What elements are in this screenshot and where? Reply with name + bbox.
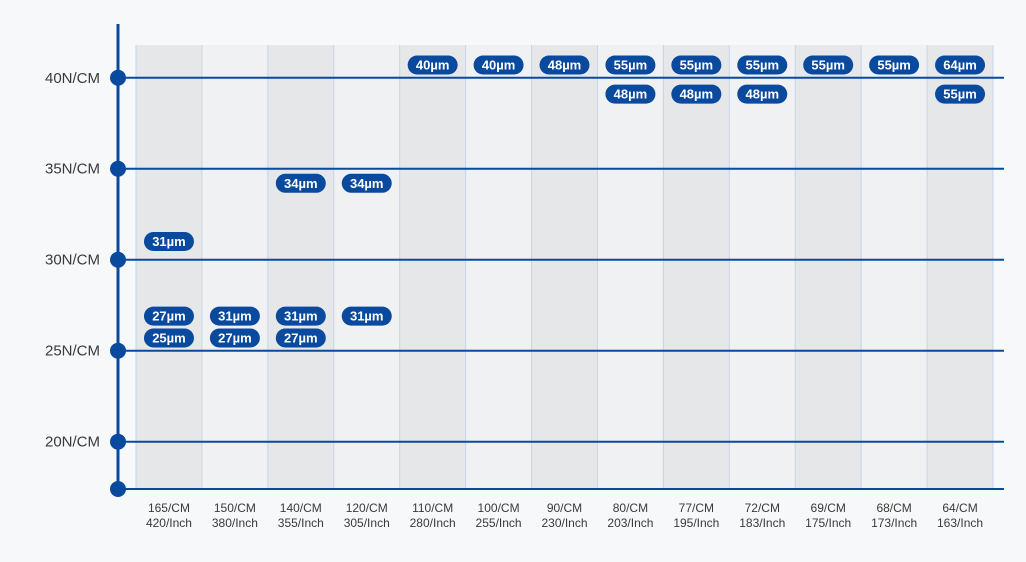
data-pill-label: 55µm xyxy=(614,58,648,73)
x-tick-label: 163/Inch xyxy=(937,516,983,530)
column-band xyxy=(399,45,466,489)
data-pill xyxy=(473,55,524,75)
data-pill xyxy=(275,328,326,348)
data-pill-label: 31µm xyxy=(350,309,384,324)
data-pill-label: 40µm xyxy=(482,58,516,73)
data-pill-label: 48µm xyxy=(680,87,714,102)
data-pill xyxy=(143,328,194,348)
data-pill xyxy=(407,55,458,75)
data-pill-label: 31µm xyxy=(218,309,252,324)
data-pill xyxy=(869,55,920,75)
data-pill-label: 27µm xyxy=(284,330,318,345)
column-band xyxy=(597,45,664,489)
data-pill xyxy=(671,55,722,75)
data-pill xyxy=(143,232,194,252)
column-band xyxy=(729,45,796,489)
x-tick-label: 140/CM xyxy=(280,501,322,515)
data-pill xyxy=(341,173,392,193)
data-pill xyxy=(209,306,260,326)
x-tick-label: 72/CM xyxy=(745,501,780,515)
column-band xyxy=(465,45,532,489)
column-band xyxy=(136,45,202,489)
x-tick-label: 77/CM xyxy=(679,501,714,515)
column-band xyxy=(531,45,598,489)
data-pill xyxy=(605,55,656,75)
data-pill xyxy=(341,306,392,326)
column-band xyxy=(927,45,993,489)
y-tick-label: 30N/CM xyxy=(45,252,100,269)
data-pill xyxy=(935,84,986,104)
x-tick-label: 195/Inch xyxy=(673,516,719,530)
data-pill-label: 31µm xyxy=(284,309,318,324)
data-pill-label: 55µm xyxy=(746,58,780,73)
axis-dot xyxy=(110,160,126,177)
x-tick-label: 150/CM xyxy=(214,501,256,515)
data-pill-label: 48µm xyxy=(548,58,582,73)
data-pill-label: 55µm xyxy=(877,58,911,73)
data-pill-label: 34µm xyxy=(284,176,318,191)
data-pill xyxy=(275,306,326,326)
data-pill-label: 25µm xyxy=(152,330,186,345)
column-band xyxy=(861,45,928,489)
data-pill-label: 34µm xyxy=(350,176,384,191)
data-pill xyxy=(671,84,722,104)
data-pill-label: 27µm xyxy=(152,309,186,324)
column-band xyxy=(333,45,400,489)
x-tick-label: 110/CM xyxy=(412,501,453,515)
axis-dot xyxy=(110,342,126,359)
data-pill-label: 55µm xyxy=(811,58,845,73)
x-tick-label: 305/Inch xyxy=(344,516,390,530)
data-pill-label: 55µm xyxy=(943,87,977,102)
x-tick-label: 80/CM xyxy=(613,501,648,515)
x-tick-label: 100/CM xyxy=(478,501,520,515)
data-pill-label: 64µm xyxy=(943,58,977,73)
x-tick-label: 255/Inch xyxy=(476,516,522,530)
x-tick-label: 165/CM xyxy=(148,501,190,515)
data-pill xyxy=(605,84,656,104)
data-pill xyxy=(737,84,788,104)
data-pill xyxy=(935,55,986,75)
x-tick-label: 355/Inch xyxy=(278,516,324,530)
data-pill xyxy=(275,173,326,193)
data-pill-label: 48µm xyxy=(746,87,780,102)
y-tick-label: 35N/CM xyxy=(45,161,100,178)
column-band xyxy=(795,45,862,489)
x-tick-label: 420/Inch xyxy=(146,516,192,530)
data-pill-label: 31µm xyxy=(152,234,186,249)
x-tick-label: 230/Inch xyxy=(541,516,587,530)
data-pill-label: 55µm xyxy=(680,58,714,73)
x-tick-label: 183/Inch xyxy=(739,516,785,530)
x-tick-label: 173/Inch xyxy=(871,516,917,530)
data-pill xyxy=(143,306,194,326)
x-tick-label: 280/Inch xyxy=(410,516,456,530)
x-tick-label: 64/CM xyxy=(942,501,977,515)
column-band xyxy=(267,45,334,489)
axis-dot xyxy=(110,69,126,86)
x-tick-label: 120/CM xyxy=(346,501,388,515)
y-tick-label: 40N/CM xyxy=(45,70,100,87)
data-pill-label: 48µm xyxy=(614,87,648,102)
y-tick-label: 20N/CM xyxy=(45,434,100,451)
x-tick-label: 69/CM xyxy=(811,501,846,515)
data-pill xyxy=(209,328,260,348)
y-tick-label: 25N/CM xyxy=(45,343,100,360)
data-pill-label: 40µm xyxy=(416,58,450,73)
axis-dot xyxy=(110,433,126,450)
column-band xyxy=(663,45,730,489)
data-pill xyxy=(737,55,788,75)
axis-dot xyxy=(110,481,126,497)
x-tick-label: 90/CM xyxy=(547,501,582,515)
x-tick-label: 175/Inch xyxy=(805,516,851,530)
data-pill-label: 27µm xyxy=(218,330,252,345)
x-tick-label: 203/Inch xyxy=(607,516,653,530)
axis-dot xyxy=(110,251,126,268)
data-pill xyxy=(803,55,854,75)
x-tick-label: 68/CM xyxy=(876,501,911,515)
column-band xyxy=(201,45,268,489)
x-tick-label: 380/Inch xyxy=(212,516,258,530)
data-pill xyxy=(539,55,590,75)
